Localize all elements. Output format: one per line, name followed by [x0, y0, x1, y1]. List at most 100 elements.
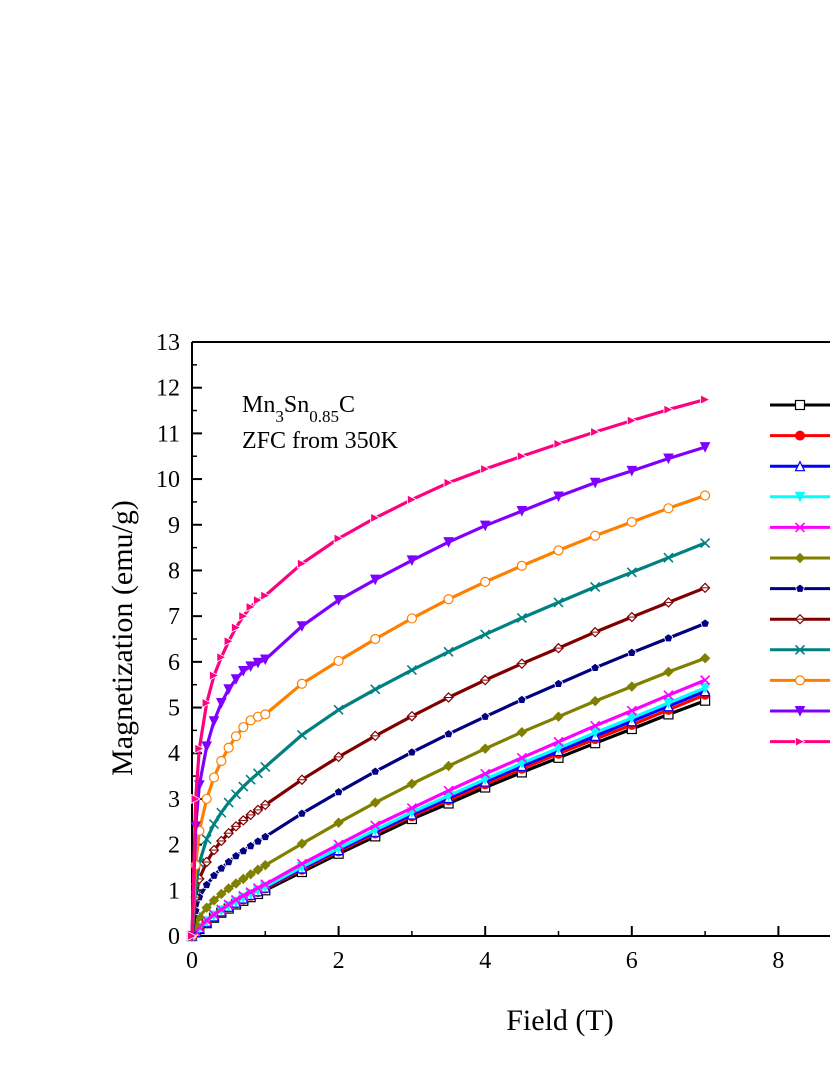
data-point-s7-20	[590, 662, 600, 672]
data-point-s12-18	[516, 451, 528, 462]
data-point-s10-7	[230, 731, 242, 742]
data-point-s7-13	[333, 787, 344, 797]
data-point-s5-4	[208, 909, 220, 920]
data-point-s9-18	[516, 612, 527, 624]
data-point-s6-10	[252, 864, 264, 875]
data-point-s7-19	[553, 678, 564, 688]
data-point-s10-14	[370, 633, 381, 645]
legend-marker-11	[794, 706, 806, 717]
data-point-s6-20	[589, 695, 601, 707]
legend-marker-1	[794, 399, 806, 411]
data-point-s12-19	[553, 438, 564, 450]
data-point-s9-3	[201, 834, 212, 845]
data-point-s10-18	[516, 560, 527, 571]
data-point-s7-4	[209, 870, 219, 880]
data-point-s9-7	[230, 789, 242, 800]
data-point-s4-19	[553, 743, 564, 754]
data-point-s6-3	[201, 902, 212, 913]
data-point-s5-18	[516, 752, 527, 763]
y-tick-label: 2	[168, 833, 180, 859]
data-point-s5-16	[443, 785, 454, 796]
data-point-s10-22	[663, 503, 674, 514]
data-point-s5-21	[626, 705, 637, 716]
data-point-s9-12	[296, 729, 308, 741]
series-group	[186, 394, 711, 942]
legend-marker-3	[794, 460, 806, 472]
data-point-s10-12	[296, 678, 308, 689]
data-point-s12-9	[245, 601, 257, 613]
data-point-s7-7	[231, 851, 241, 861]
data-point-s5-9	[245, 887, 256, 898]
formula-part-sn: Sn	[284, 392, 309, 418]
data-point-s7-8	[238, 846, 249, 856]
data-point-s11-6	[223, 684, 234, 695]
data-point-s11-16	[443, 537, 454, 548]
data-point-s12-5	[216, 652, 227, 663]
data-point-s5-15	[406, 802, 417, 814]
data-point-s5-5	[216, 904, 227, 915]
data-point-s7-16	[443, 729, 454, 739]
legend-marker-6	[794, 552, 806, 564]
data-point-s9-17	[480, 629, 491, 640]
data-point-s7-6	[223, 856, 234, 867]
data-point-s12-7	[231, 622, 242, 633]
data-point-s5-8	[238, 890, 249, 901]
legend	[770, 399, 830, 747]
legend-marker-7	[795, 583, 805, 593]
legend-marker-10	[794, 675, 806, 686]
y-tick-label: 11	[157, 421, 180, 447]
x-tick-label: 0	[186, 948, 198, 974]
data-point-s12-14	[370, 512, 381, 524]
data-point-s5-12	[296, 858, 308, 869]
data-point-s12-2	[194, 743, 205, 754]
data-point-s6-22	[663, 666, 674, 678]
data-point-s11-14	[369, 574, 381, 586]
y-tick-label: 12	[156, 376, 180, 402]
data-point-s4-21	[626, 713, 638, 724]
legend-marker-2	[795, 430, 805, 441]
data-point-s9-20	[590, 581, 601, 592]
data-point-s6-15	[406, 778, 418, 790]
data-point-s11-15	[406, 555, 418, 567]
data-point-s9-11	[260, 761, 271, 773]
data-point-s6-5	[216, 888, 227, 900]
data-point-s10-8	[238, 722, 249, 733]
data-point-s7-17	[480, 711, 490, 721]
data-point-s12-3	[201, 697, 213, 709]
data-point-s12-10	[253, 595, 264, 606]
data-point-s7-15	[407, 747, 417, 757]
data-point-s11-8	[238, 665, 249, 677]
data-point-s12-22	[663, 404, 674, 415]
y-axis-title: Magnetization (emu/g)	[106, 500, 139, 776]
legend-marker-5	[794, 522, 806, 533]
data-point-s9-15	[406, 665, 417, 676]
data-point-s12-16	[443, 477, 454, 488]
y-tick-label: 5	[168, 696, 180, 722]
data-point-s11-19	[553, 491, 564, 503]
series-7	[187, 618, 710, 941]
data-point-s7-3	[201, 879, 212, 889]
formula-part-mn: Mn	[242, 392, 275, 418]
data-point-s10-11	[260, 709, 271, 720]
y-tick-label: 3	[168, 787, 180, 813]
data-point-s10-23	[699, 490, 711, 501]
y-tick-label: 1	[168, 878, 180, 904]
data-point-s11-17	[479, 520, 491, 532]
data-point-s9-23	[700, 537, 711, 549]
data-point-s10-16	[443, 594, 454, 605]
data-point-s6-8	[238, 873, 249, 885]
data-point-s11-3	[201, 741, 212, 752]
annotation-zfc: ZFC from 350K	[242, 428, 399, 454]
data-point-s6-18	[516, 727, 528, 738]
data-point-s7-18	[517, 694, 527, 704]
data-point-s9-6	[223, 797, 234, 808]
data-point-s10-5	[216, 755, 227, 767]
y-tick-label: 13	[156, 330, 180, 356]
data-point-s9-14	[370, 684, 381, 695]
data-point-s6-16	[443, 760, 454, 772]
data-point-s5-7	[230, 894, 242, 905]
data-point-s9-22	[663, 552, 674, 563]
data-point-s4-23	[699, 682, 711, 694]
